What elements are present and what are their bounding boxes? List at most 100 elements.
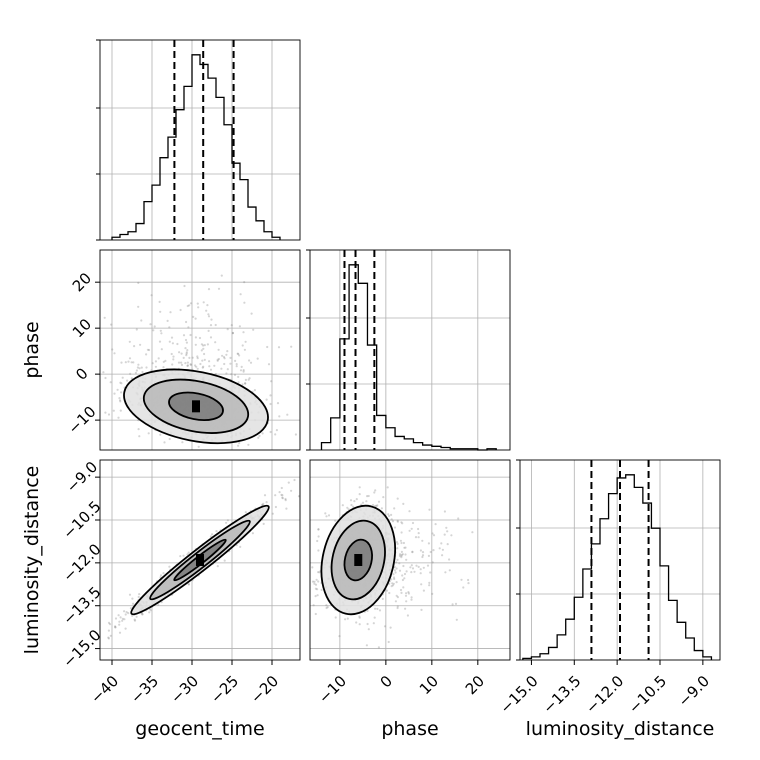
scatter-point bbox=[358, 493, 361, 496]
density-peak bbox=[196, 554, 204, 566]
scatter-point bbox=[185, 341, 188, 344]
scatter-point bbox=[405, 592, 408, 595]
scatter-point bbox=[353, 500, 356, 503]
scatter-point bbox=[390, 513, 393, 517]
scatter-point bbox=[107, 621, 111, 625]
scatter-point bbox=[235, 365, 238, 368]
scatter-point bbox=[146, 348, 149, 351]
scatter-point bbox=[270, 380, 273, 383]
scatter-point bbox=[281, 494, 284, 497]
scatter-point bbox=[326, 606, 329, 609]
scatter-point bbox=[313, 580, 316, 583]
scatter-point bbox=[317, 580, 320, 583]
panel-frame bbox=[99, 39, 301, 241]
scatter-point bbox=[421, 555, 424, 559]
scatter-point bbox=[207, 329, 210, 332]
scatter-point bbox=[280, 486, 283, 490]
scatter-point bbox=[186, 361, 189, 364]
scatter-point bbox=[128, 357, 132, 360]
scatter-point bbox=[207, 313, 210, 316]
scatter-point bbox=[136, 366, 139, 369]
x-tick-label-luminosity_distance: −15.0 bbox=[496, 672, 541, 717]
scatter-point bbox=[119, 400, 122, 403]
scatter-point bbox=[352, 505, 355, 508]
scatter-point bbox=[284, 499, 287, 502]
y-tick-label-phase: −10 bbox=[64, 403, 99, 438]
scatter-point bbox=[111, 348, 114, 351]
scatter-point bbox=[107, 636, 110, 639]
scatter-point bbox=[346, 617, 349, 620]
scatter-point bbox=[138, 435, 141, 438]
scatter-point bbox=[391, 520, 395, 523]
scatter-point bbox=[130, 377, 133, 380]
scatter-point bbox=[168, 565, 171, 568]
scatter-point bbox=[448, 558, 451, 561]
scatter-point bbox=[222, 355, 226, 359]
scatter-point bbox=[140, 366, 143, 369]
scatter-point bbox=[229, 356, 232, 359]
scatter-point bbox=[252, 328, 255, 331]
x-axis-label-luminosity-distance: luminosity_distance bbox=[526, 718, 715, 740]
scatter-point bbox=[176, 342, 179, 346]
scatter-point bbox=[390, 585, 393, 588]
scatter-point bbox=[367, 494, 370, 498]
scatter-point bbox=[428, 581, 431, 585]
scatter-point bbox=[189, 363, 192, 366]
scatter-point bbox=[209, 535, 212, 538]
scatter-point bbox=[184, 362, 187, 365]
scatter-point bbox=[398, 553, 402, 556]
scatter-point bbox=[286, 413, 289, 416]
scatter-point bbox=[208, 365, 211, 368]
scatter-point bbox=[137, 281, 140, 284]
scatter-point bbox=[432, 534, 436, 537]
scatter-point bbox=[367, 628, 370, 631]
scatter-point bbox=[123, 610, 126, 613]
scatter-point bbox=[392, 582, 395, 585]
scatter-point bbox=[431, 532, 434, 535]
x-tick-label-phase: 20 bbox=[462, 672, 488, 698]
scatter-point bbox=[428, 508, 431, 511]
scatter-point bbox=[243, 301, 246, 304]
scatter-point bbox=[358, 615, 361, 618]
x-tick-label-luminosity_distance: −12.0 bbox=[582, 672, 627, 717]
scatter-point bbox=[208, 360, 211, 363]
scatter-point bbox=[429, 550, 432, 554]
scatter-point bbox=[417, 532, 420, 535]
histogram-step-luminosity_distance bbox=[522, 474, 713, 660]
scatter-point bbox=[314, 587, 317, 590]
scatter-point bbox=[346, 506, 349, 509]
scatter-point bbox=[135, 369, 138, 372]
scatter-point bbox=[314, 612, 317, 616]
scatter-point bbox=[274, 505, 277, 509]
scatter-point bbox=[244, 511, 247, 514]
panel-frame bbox=[99, 249, 301, 451]
x-tick-label-phase: 10 bbox=[416, 672, 442, 698]
scatter-point bbox=[349, 499, 353, 502]
density-panel-geocent_time-luminosity_distance bbox=[107, 478, 301, 640]
scatter-point bbox=[355, 498, 358, 501]
scatter-point bbox=[441, 548, 444, 551]
scatter-point bbox=[186, 364, 189, 367]
scatter-point bbox=[217, 357, 220, 361]
scatter-point bbox=[202, 301, 205, 304]
scatter-point bbox=[242, 331, 245, 334]
scatter-point bbox=[189, 302, 193, 305]
scatter-point bbox=[446, 543, 449, 546]
x-tick-label-geocent_time: −35 bbox=[127, 672, 162, 707]
scatter-point bbox=[225, 372, 228, 375]
scatter-point bbox=[401, 574, 404, 577]
scatter-point bbox=[373, 616, 376, 619]
scatter-point bbox=[197, 306, 200, 309]
scatter-point bbox=[404, 594, 408, 597]
scatter-point bbox=[183, 284, 186, 288]
scatter-point bbox=[390, 518, 393, 521]
scatter-point bbox=[113, 392, 116, 395]
scatter-point bbox=[118, 623, 121, 626]
scatter-point bbox=[404, 607, 407, 610]
scatter-point bbox=[117, 614, 120, 617]
scatter-point bbox=[118, 397, 121, 400]
scatter-point bbox=[149, 609, 152, 612]
scatter-point bbox=[196, 302, 199, 305]
scatter-point bbox=[242, 370, 245, 373]
scatter-point bbox=[374, 489, 377, 492]
